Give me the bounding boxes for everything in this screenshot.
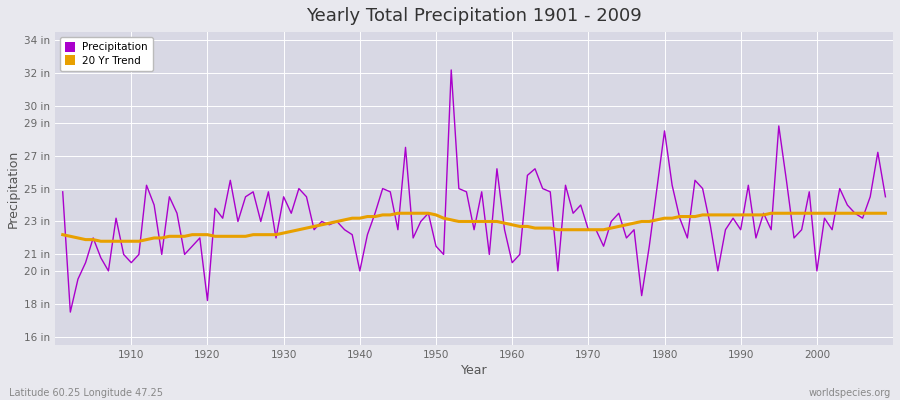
- Legend: Precipitation, 20 Yr Trend: Precipitation, 20 Yr Trend: [60, 37, 153, 71]
- Title: Yearly Total Precipitation 1901 - 2009: Yearly Total Precipitation 1901 - 2009: [306, 7, 642, 25]
- Text: Latitude 60.25 Longitude 47.25: Latitude 60.25 Longitude 47.25: [9, 388, 163, 398]
- Text: worldspecies.org: worldspecies.org: [809, 388, 891, 398]
- Y-axis label: Precipitation: Precipitation: [7, 150, 20, 228]
- X-axis label: Year: Year: [461, 364, 488, 377]
